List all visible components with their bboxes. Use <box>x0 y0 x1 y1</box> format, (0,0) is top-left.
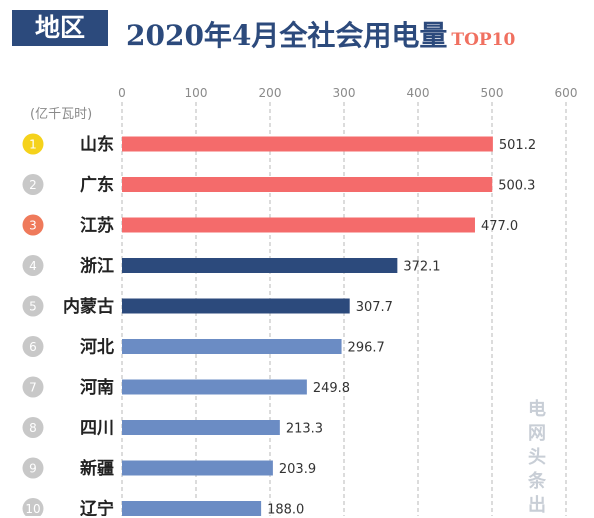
value-label: 307.7 <box>356 300 393 315</box>
region-header-tag: 地区 <box>12 10 108 46</box>
rank-number: 4 <box>29 259 37 273</box>
bar <box>122 217 475 233</box>
bar <box>122 339 342 354</box>
category-label: 河北 <box>80 338 114 358</box>
rank-badge <box>22 457 44 479</box>
category-label: 浙江 <box>80 256 114 277</box>
category-label: 广东 <box>80 175 114 196</box>
unit-label: (亿千瓦时) <box>30 107 92 122</box>
rank-number: 2 <box>29 178 37 192</box>
x-tick-label: 100 <box>185 86 208 100</box>
rank-badge <box>22 255 44 276</box>
bar <box>122 379 307 395</box>
category-label: 江苏 <box>80 215 114 236</box>
value-label: 188.0 <box>267 503 304 517</box>
rank-number: 6 <box>29 340 37 354</box>
x-tick-label: 300 <box>333 86 356 100</box>
value-label: 372.1 <box>403 260 440 275</box>
chart-title: 2020年4月全社会用电量 TOP10 <box>126 14 586 52</box>
rank-badge <box>22 498 44 516</box>
rank-badge <box>22 214 44 236</box>
value-label: 501.2 <box>499 138 536 153</box>
value-label: 296.7 <box>348 341 385 356</box>
rank-number: 8 <box>29 421 37 435</box>
rank-number: 7 <box>29 381 37 395</box>
rank-badge <box>22 295 44 317</box>
rank-badge <box>22 133 44 155</box>
rank-badge <box>22 336 44 357</box>
rank-number: 1 <box>29 138 37 152</box>
bar <box>122 460 273 476</box>
rank-badge <box>22 376 44 398</box>
x-tick-label: 400 <box>407 86 430 100</box>
x-tick-label: 0 <box>118 86 126 100</box>
x-tick-label: 200 <box>259 86 282 100</box>
x-tick-label: 500 <box>481 86 504 100</box>
value-label: 203.9 <box>279 462 316 477</box>
bar <box>122 258 398 273</box>
category-label: 新疆 <box>80 458 114 479</box>
value-label: 500.3 <box>498 179 535 194</box>
value-label: 249.8 <box>313 381 350 396</box>
category-label: 河南 <box>80 377 114 398</box>
bar <box>122 177 493 192</box>
rank-number: 10 <box>25 502 40 516</box>
x-tick-label: 600 <box>555 86 578 100</box>
rank-badge <box>22 174 44 195</box>
category-label: 内蒙古 <box>63 296 114 317</box>
bar <box>122 501 262 516</box>
rank-number: 5 <box>29 300 37 314</box>
rank-badge <box>22 417 44 438</box>
value-label: 477.0 <box>481 219 518 234</box>
value-label: 213.3 <box>286 422 323 437</box>
chart-title-suffix: TOP10 <box>451 30 516 50</box>
category-label: 四川 <box>80 419 114 439</box>
bar <box>122 298 350 314</box>
rank-number: 3 <box>29 219 37 233</box>
bar <box>122 136 493 152</box>
category-label: 山东 <box>80 134 114 155</box>
chart-title-text: 2020年4月全社会用电量 <box>126 19 448 52</box>
bar <box>122 420 280 435</box>
rank-number: 9 <box>29 462 37 476</box>
watermark: 电网头条出 <box>528 399 546 516</box>
category-label: 辽宁 <box>80 499 114 517</box>
